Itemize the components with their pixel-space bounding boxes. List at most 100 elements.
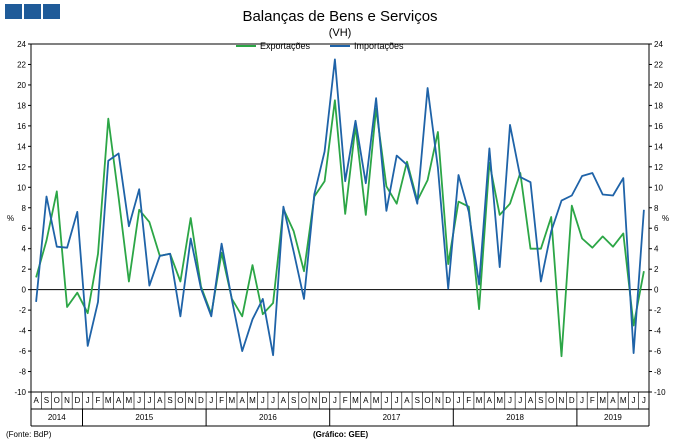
month-label: A	[404, 396, 410, 405]
y-tick-label-right: 24	[654, 40, 663, 49]
y-tick-label-right: 16	[654, 122, 663, 131]
month-label: N	[64, 396, 70, 405]
month-label: J	[456, 396, 460, 405]
month-label: N	[311, 396, 317, 405]
year-label: 2014	[48, 413, 66, 422]
month-label: F	[466, 396, 471, 405]
legend-label-exportacoes: Exportações	[260, 41, 311, 51]
y-unit-right: %	[662, 214, 669, 223]
y-tick-label-right: 2	[654, 265, 659, 274]
legend-swatch-exportacoes	[236, 45, 256, 47]
y-tick-label-right: 8	[654, 204, 659, 213]
month-label: J	[384, 396, 388, 405]
month-label: D	[445, 396, 451, 405]
month-label: S	[291, 396, 296, 405]
y-tick-label-left: 0	[22, 286, 27, 295]
y-tick-label-left: -4	[19, 327, 27, 336]
y-tick-label-left: 8	[22, 204, 27, 213]
y-tick-label-left: 10	[17, 183, 26, 192]
month-label: J	[209, 396, 213, 405]
y-tick-label-right: 22	[654, 60, 663, 69]
y-tick-label-left: 16	[17, 122, 26, 131]
month-label: F	[219, 396, 224, 405]
y-tick-label-left: 22	[17, 60, 26, 69]
month-label: M	[620, 396, 627, 405]
month-label: M	[249, 396, 256, 405]
y-tick-label-right: 6	[654, 224, 659, 233]
y-tick-label-left: -8	[19, 368, 27, 377]
month-label: J	[518, 396, 522, 405]
month-label: N	[188, 396, 194, 405]
month-label: M	[496, 396, 503, 405]
month-label: N	[559, 396, 565, 405]
year-label: 2016	[259, 413, 277, 422]
month-label: A	[157, 396, 163, 405]
month-label: F	[96, 396, 101, 405]
month-label: M	[599, 396, 606, 405]
legend-swatch-importacoes	[330, 45, 351, 47]
month-label: J	[333, 396, 337, 405]
month-label: D	[322, 396, 328, 405]
y-tick-label-right: 12	[654, 163, 663, 172]
importacoes-line	[35, 58, 645, 357]
month-label: J	[632, 396, 636, 405]
year-label: 2019	[604, 413, 622, 422]
exportacoes-line	[35, 99, 645, 358]
year-label: 2017	[383, 413, 401, 422]
y-unit-left: %	[7, 214, 14, 223]
month-label: J	[261, 396, 265, 405]
month-label: J	[147, 396, 151, 405]
month-label: J	[642, 396, 646, 405]
y-tick-label-left: 6	[22, 224, 27, 233]
legend-item-importacoes: Importações	[330, 41, 404, 51]
y-tick-label-right: 0	[654, 286, 659, 295]
month-label: A	[528, 396, 534, 405]
y-tick-label-left: -10	[14, 388, 26, 397]
month-label: M	[476, 396, 483, 405]
month-label: J	[395, 396, 399, 405]
y-tick-label-left: 24	[17, 40, 26, 49]
month-label: O	[301, 396, 307, 405]
y-tick-label-left: -2	[19, 306, 27, 315]
y-tick-label-right: -10	[654, 388, 666, 397]
month-label: M	[352, 396, 359, 405]
month-label: A	[33, 396, 39, 405]
month-label: A	[610, 396, 616, 405]
month-label: S	[538, 396, 543, 405]
month-label: F	[343, 396, 348, 405]
month-label: D	[198, 396, 204, 405]
year-label: 2015	[135, 413, 153, 422]
legend: Exportações Importações	[236, 41, 404, 51]
month-label: D	[74, 396, 80, 405]
y-tick-label-right: 10	[654, 183, 663, 192]
source-note: (Fonte: BdP)	[6, 430, 52, 439]
month-label: M	[105, 396, 112, 405]
chart-title: Balanças de Bens e Serviços	[242, 8, 438, 25]
month-label: A	[487, 396, 493, 405]
y-tick-label-right: -6	[654, 347, 662, 356]
year-label: 2018	[506, 413, 524, 422]
month-label: S	[415, 396, 420, 405]
y-tick-label-right: 20	[654, 81, 663, 90]
month-label: O	[177, 396, 183, 405]
y-tick-label-left: 14	[17, 142, 26, 151]
legend-item-exportacoes: Exportações	[236, 41, 310, 51]
chart-credit: (Gráfico: GEE)	[313, 430, 369, 439]
y-tick-label-left: 20	[17, 81, 26, 90]
y-tick-label-right: 18	[654, 101, 663, 110]
month-label: J	[86, 396, 90, 405]
y-tick-label-left: 4	[22, 245, 27, 254]
month-label: J	[137, 396, 141, 405]
y-tick-label-left: 18	[17, 101, 26, 110]
month-label: J	[580, 396, 584, 405]
month-label: O	[424, 396, 430, 405]
month-label: A	[363, 396, 369, 405]
month-label: O	[548, 396, 554, 405]
month-label: J	[271, 396, 275, 405]
month-label: A	[116, 396, 122, 405]
month-label: O	[54, 396, 60, 405]
y-tick-label-right: -8	[654, 368, 662, 377]
y-tick-label-right: 4	[654, 245, 659, 254]
month-label: F	[590, 396, 595, 405]
